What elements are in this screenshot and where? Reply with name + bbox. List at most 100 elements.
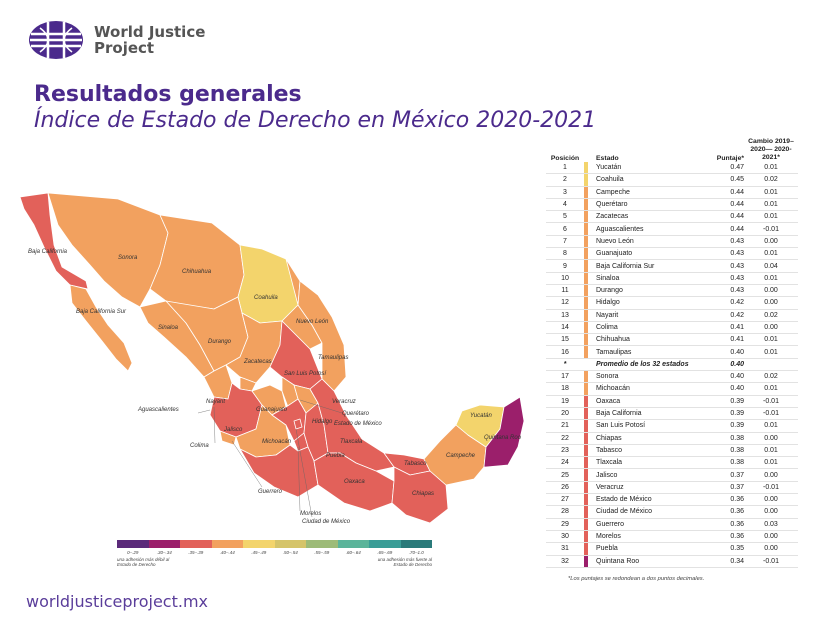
table-row: 9 Baja California Sur 0.43 0.04 — [546, 260, 798, 273]
legend-range-label: .65–.69 — [377, 550, 393, 555]
legend-range-label: .70–1.0 — [408, 550, 424, 555]
cell-score: 0.37 — [730, 471, 744, 479]
cell-position: 7 — [563, 237, 567, 245]
cell-change: 0.01 — [764, 188, 778, 196]
score-color-bar — [584, 235, 588, 248]
label-ciudad-de-mexico: Ciudad de México — [302, 519, 351, 525]
label-estado-de-mexico: Estado de México — [334, 421, 382, 427]
cell-position: 5 — [563, 213, 567, 221]
cell-score: 0.37 — [730, 483, 744, 491]
label-guerrero: Guerrero — [258, 489, 283, 495]
cell-change: 0.01 — [764, 201, 778, 209]
cell-state: Baja California — [596, 410, 642, 418]
state-baja-california-sur[interactable] — [69, 284, 133, 372]
org-name-line1: World Justice — [94, 23, 206, 41]
score-color-bar — [584, 530, 588, 543]
cell-position: 29 — [561, 520, 569, 528]
cell-score: 0.45 — [730, 176, 744, 184]
cell-position: 31 — [561, 545, 569, 553]
label-zacatecas: Zacatecas — [243, 359, 272, 365]
cell-score: 0.41 — [730, 336, 744, 344]
cell-score: 0.40 — [730, 385, 744, 393]
state-chiapas[interactable] — [391, 466, 449, 524]
label-baja-california: Baja California — [28, 249, 68, 255]
legend-range-label: .55–.59 — [314, 550, 330, 555]
cell-change: 0.00 — [764, 496, 778, 504]
score-color-bar — [584, 284, 588, 297]
state-colima[interactable] — [219, 430, 237, 446]
cell-state: Tlaxcala — [596, 459, 623, 467]
legend-note-weak: una adhesión más débil al Estado de Dere… — [117, 557, 170, 567]
label-campeche: Campeche — [446, 453, 476, 459]
cell-change: 0.02 — [764, 176, 778, 184]
label-nayarit: Nayarit — [206, 399, 225, 405]
table-row: 3 Campeche 0.44 0.01 — [546, 186, 798, 199]
cell-state: Campeche — [596, 188, 630, 196]
cell-state: Tamaulipas — [596, 348, 632, 356]
cell-position: 8 — [563, 250, 567, 258]
table-row: 7 Nuevo León 0.43 0.00 — [546, 235, 798, 249]
label-yucatan: Yucatán — [470, 413, 492, 419]
cell-position: 13 — [561, 311, 569, 319]
cell-change: 0.00 — [764, 299, 778, 307]
label-veracruz: Veracruz — [332, 399, 356, 405]
legend-swatch — [148, 540, 180, 548]
cell-position: 16 — [561, 348, 569, 356]
cell-position: 20 — [561, 410, 569, 418]
cell-change: 0.01 — [764, 164, 778, 172]
state-quintana-roo[interactable] — [483, 396, 525, 468]
score-color-bar — [584, 297, 588, 309]
table-row: 18 Michoacán 0.40 0.01 — [546, 383, 798, 396]
label-sonora: Sonora — [118, 255, 138, 261]
cell-state: Nayarit — [596, 311, 619, 319]
mexico-map: Baja California Baja California Sur Sono… — [19, 192, 525, 525]
table-row: 6 Aguascalientes 0.44 -0.01 — [546, 223, 798, 236]
cell-position: 15 — [561, 336, 569, 344]
cell-score: 0.40 — [730, 360, 744, 368]
score-color-bar — [584, 371, 588, 383]
table-row: 5 Zacatecas 0.44 0.01 — [546, 211, 798, 224]
cell-score: 0.43 — [730, 250, 744, 258]
svg-text:Baja California: Baja California — [28, 249, 68, 255]
state-ciudad-de-mexico[interactable] — [293, 418, 303, 430]
cell-change: -0.01 — [763, 225, 779, 233]
cell-change: 0.01 — [764, 446, 778, 454]
cell-change: 0.00 — [764, 324, 778, 331]
score-color-bar — [584, 334, 588, 346]
cell-change: 0.01 — [764, 213, 778, 221]
score-color-bar — [584, 260, 588, 272]
cell-change: 0.01 — [764, 274, 778, 282]
label-colima: Colima — [190, 443, 209, 449]
cell-position: 17 — [561, 373, 569, 381]
cell-position: 19 — [561, 397, 569, 405]
cell-change: 0.03 — [764, 520, 778, 528]
table-row: 30 Morelos 0.36 0.00 — [546, 530, 798, 544]
cell-position: 2 — [563, 176, 567, 184]
header-score: Puntaje* — [716, 155, 744, 162]
legend-range-label: .50–.54 — [282, 550, 298, 555]
legend-swatch — [211, 540, 243, 548]
cell-change: -0.01 — [763, 410, 779, 418]
score-color-bar — [584, 395, 588, 407]
footer-url-link[interactable]: worldjusticeproject.mx — [26, 592, 209, 611]
state-coahuila[interactable] — [237, 244, 301, 324]
cell-position: 1 — [563, 164, 567, 172]
cell-state: Yucatán — [596, 164, 622, 172]
cell-state: San Luis Potosí — [596, 422, 646, 430]
cell-change: 0.01 — [764, 250, 778, 258]
label-tlaxcala: Tlaxcala — [340, 439, 363, 445]
legend-swatch — [117, 540, 149, 548]
cell-state: Michoacán — [596, 385, 630, 393]
cell-position: 24 — [561, 459, 569, 467]
cell-state: Oaxaca — [596, 397, 621, 405]
cell-state: Veracruz — [596, 483, 624, 491]
table-row-average: * Promedio de los 32 estados 0.40 — [546, 359, 798, 372]
cell-change: -0.01 — [763, 557, 779, 565]
state-baja-california[interactable] — [19, 192, 89, 290]
cell-state: Sinaloa — [596, 274, 620, 282]
table-row: 10 Sinaloa 0.43 0.01 — [546, 272, 798, 285]
cell-state: Promedio de los 32 estados — [596, 360, 689, 368]
score-color-bar — [584, 272, 588, 284]
cell-position: 12 — [561, 299, 569, 307]
legend-range-label: .40–.44 — [219, 550, 235, 555]
